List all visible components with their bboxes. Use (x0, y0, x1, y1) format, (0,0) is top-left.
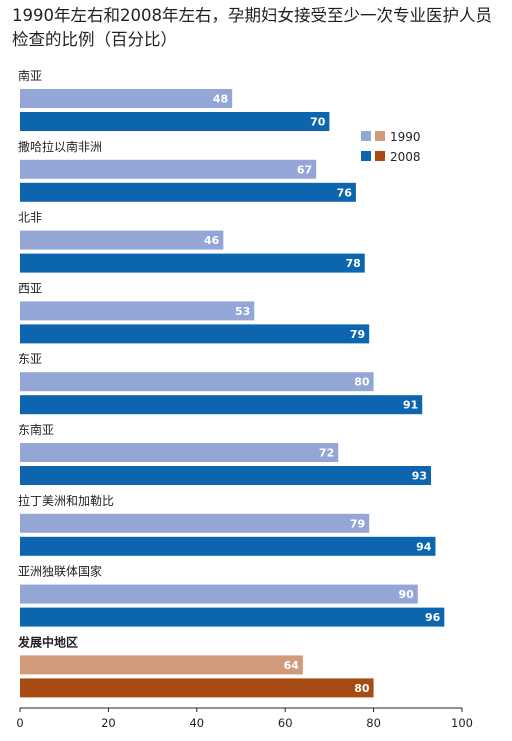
value-label-1990: 48 (213, 93, 228, 106)
category-label: 拉丁美洲和加勒比 (18, 493, 114, 508)
legend: 1990 2008 (361, 130, 421, 164)
value-label-1990: 90 (398, 588, 414, 601)
category-group: 亚洲独联体国家 90 96 (18, 564, 445, 627)
category-group: 东南亚 72 93 (18, 422, 432, 485)
value-label-2008: 79 (350, 328, 365, 341)
value-label-2008: 94 (416, 540, 432, 553)
bar-1990 (20, 230, 224, 250)
category-label: 南亚 (18, 68, 42, 83)
category-label: 西亚 (18, 281, 42, 295)
value-label-2008: 76 (337, 186, 353, 199)
bar-1990 (20, 159, 317, 179)
category-label: 东南亚 (18, 422, 54, 437)
bar-2008 (20, 466, 432, 485)
x-tick-label: 100 (451, 716, 473, 730)
category-group: 发展中地区 64 80 (17, 634, 374, 698)
category-label: 东亚 (18, 352, 42, 366)
category-label: 撒哈拉以南非洲 (18, 139, 102, 154)
legend-label-1990: 1990 (390, 130, 421, 144)
x-tick-label: 60 (278, 716, 293, 730)
chart-title: 1990年左右和2008年左右，孕期妇女接受至少一次专业医护人员检查的比例（百分… (12, 6, 492, 49)
x-tick-label: 20 (101, 716, 116, 730)
category-label: 北非 (18, 211, 42, 225)
category-label: 亚洲独联体国家 (18, 564, 102, 579)
bar-2008 (20, 607, 445, 627)
x-tick-label: 80 (366, 716, 381, 730)
value-label-1990: 64 (284, 659, 300, 672)
bar-2008 (20, 324, 370, 344)
bar-2008 (20, 182, 356, 202)
category-group: 北非 46 78 (18, 211, 365, 273)
bars-layer: 南亚 48 70 撒哈拉以南非洲 67 76 北非 46 78 西亚 53 79 东亚 80 91 东南亚 72… (17, 68, 445, 698)
value-label-1990: 72 (319, 447, 334, 460)
legend-label-2008: 2008 (390, 150, 421, 164)
category-group: 拉丁美洲和加勒比 79 94 (18, 493, 436, 556)
x-tick-label: 40 (189, 716, 204, 730)
value-label-2008: 70 (310, 116, 326, 129)
bar-1990 (20, 89, 233, 108)
legend-swatch-highlight-2008 (375, 151, 385, 161)
value-label-2008: 96 (425, 611, 441, 624)
value-label-1990: 67 (297, 163, 312, 176)
bar-2008 (20, 253, 365, 273)
bar-2008 (20, 678, 374, 698)
legend-swatch-2008 (361, 151, 371, 161)
bar-2008 (20, 395, 423, 415)
value-label-1990: 79 (350, 517, 365, 530)
value-label-2008: 93 (412, 470, 427, 483)
bar-2008 (20, 536, 436, 556)
bar-2008 (20, 112, 330, 131)
bar-1990 (20, 655, 303, 675)
bar-1990 (20, 301, 255, 321)
x-axis: 0 20 40 60 80 100 (16, 707, 473, 730)
value-label-2008: 80 (354, 682, 370, 695)
value-label-2008: 78 (345, 257, 360, 270)
category-group: 撒哈拉以南非洲 67 76 (18, 139, 356, 202)
legend-swatch-1990 (361, 131, 371, 141)
category-group: 南亚 48 70 (18, 68, 330, 131)
bar-1990 (20, 513, 370, 533)
category-group: 东亚 80 91 (18, 352, 423, 415)
category-label: 发展中地区 (17, 634, 78, 649)
legend-swatch-highlight-1990 (375, 131, 385, 141)
value-label-2008: 91 (403, 399, 418, 412)
bar-1990 (20, 372, 374, 392)
x-tick-label: 0 (16, 716, 23, 730)
category-group: 西亚 53 79 (18, 281, 370, 344)
value-label-1990: 53 (235, 305, 250, 318)
bar-1990 (20, 443, 339, 462)
value-label-1990: 80 (354, 376, 370, 389)
value-label-1990: 46 (204, 234, 220, 247)
bar-1990 (20, 584, 418, 604)
